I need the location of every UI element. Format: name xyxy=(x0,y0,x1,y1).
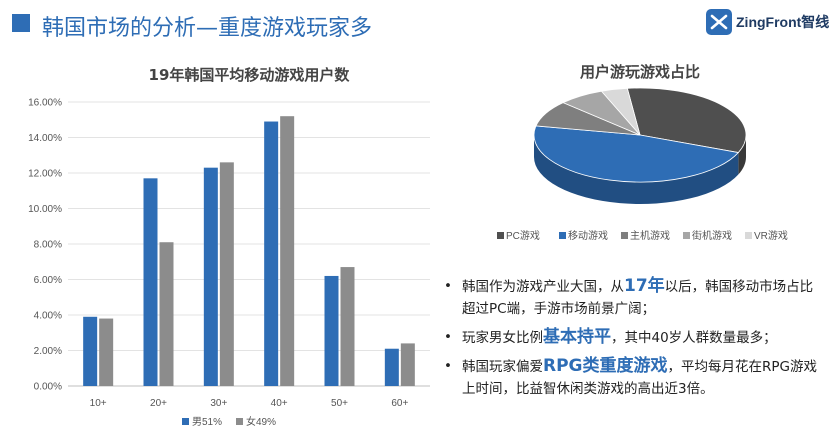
pie-side-移动游戏 xyxy=(534,135,739,204)
pie-chart-title: 用户游玩游戏占比 xyxy=(580,63,700,81)
legend-label: 移动游戏 xyxy=(568,229,608,242)
bullet-text: 韩国玩家偏爱 xyxy=(462,359,543,375)
bullet-text: ，平均每月花在RPG游戏上时间，比益智休闲类游戏的高出近3倍。 xyxy=(462,359,817,397)
bar-chart: 19年韩国平均移动游戏用户数 0.00% 2.00% 4.00% 6.00% 8.00% 1… xyxy=(28,66,430,428)
bullet-text: 韩国作为游戏产业大国，从 xyxy=(462,279,624,295)
legend-swatch xyxy=(559,232,566,239)
logo: ZingFront智线 xyxy=(706,7,829,37)
legend-label: 街机游戏 xyxy=(692,229,732,242)
x-tick-label: 40+ xyxy=(271,398,288,409)
legend-label: 男51% xyxy=(192,416,222,428)
y-tick-label: 4.00% xyxy=(34,311,62,322)
bar-20+-男51% xyxy=(143,178,158,386)
bar-40+-女49% xyxy=(280,116,295,386)
zingfront-logo-icon xyxy=(706,9,732,35)
legend-label: 女49% xyxy=(246,415,276,428)
legend-swatch xyxy=(621,232,628,239)
y-tick-label: 14.00% xyxy=(28,133,62,144)
bullet-highlight: RPG类重度游戏 xyxy=(543,356,668,376)
bullet-item-3: 韩国玩家偏爱RPG类重度游戏，平均每月花在RPG游戏上时间，比益智休闲类游戏的高… xyxy=(440,355,820,400)
x-tick-label: 20+ xyxy=(150,398,167,409)
legend-swatch xyxy=(497,232,504,239)
bar-chart-title: 19年韩国平均移动游戏用户数 xyxy=(149,66,351,84)
page-title: 韩国市场的分析—重度游戏玩家多 xyxy=(42,16,373,41)
bar-60+-女49% xyxy=(400,343,415,386)
pie-slice-VR游戏 xyxy=(600,87,641,136)
bullet-list: 韩国作为游戏产业大国，从17年以后，韩国移动市场占比超过PC端，手游市场前景广阔… xyxy=(440,275,820,406)
bullet-highlight: 基本持平 xyxy=(543,327,611,347)
x-tick-label: 60+ xyxy=(391,398,408,409)
legend-swatch xyxy=(745,232,752,239)
y-tick-label: 12.00% xyxy=(28,169,62,180)
y-tick-label: 8.00% xyxy=(34,240,62,251)
logo-text: ZingFront智线 xyxy=(736,14,830,30)
legend-label: VR游戏 xyxy=(754,229,788,242)
bullet-highlight: 17年 xyxy=(624,276,665,296)
bar-10+-男51% xyxy=(83,316,98,386)
legend-swatch xyxy=(236,418,243,425)
bullet-item-2: 玩家男女比例基本持平，其中40岁人群数量最多； xyxy=(440,326,820,349)
bar-50+-女49% xyxy=(340,267,355,386)
bar-50+-男51% xyxy=(324,275,339,386)
pie-slice-PC游戏 xyxy=(626,87,747,153)
x-tick-label: 10+ xyxy=(90,398,107,409)
y-tick-label: 16.00% xyxy=(28,98,62,109)
y-tick-label: 10.00% xyxy=(28,204,62,215)
pie-slice-移动游戏 xyxy=(533,125,740,183)
bullet-text: ，其中40岁人群数量最多； xyxy=(611,330,777,346)
legend-swatch xyxy=(182,418,189,425)
legend-label: PC游戏 xyxy=(506,229,540,242)
bullet-text: 玩家男女比例 xyxy=(462,330,543,346)
bullet-text: 以后，韩国移动市场占比超过PC端，手游市场前景广阔； xyxy=(462,279,814,317)
title-marker xyxy=(12,14,30,32)
legend-swatch xyxy=(683,232,690,239)
bullet-item-1: 韩国作为游戏产业大国，从17年以后，韩国移动市场占比超过PC端，手游市场前景广阔… xyxy=(440,275,820,320)
bar-60+-男51% xyxy=(384,348,399,386)
bar-30+-女49% xyxy=(219,162,234,386)
x-tick-label: 50+ xyxy=(331,398,348,409)
y-tick-label: 6.00% xyxy=(34,275,62,286)
bar-10+-女49% xyxy=(99,318,114,386)
y-tick-label: 2.00% xyxy=(34,346,62,357)
bar-20+-女49% xyxy=(159,242,174,386)
bar-40+-男51% xyxy=(264,121,279,387)
legend-label: 主机游戏 xyxy=(630,229,670,242)
bar-30+-男51% xyxy=(203,167,218,386)
x-tick-label: 30+ xyxy=(210,398,227,409)
y-tick-label: 0.00% xyxy=(34,382,62,393)
